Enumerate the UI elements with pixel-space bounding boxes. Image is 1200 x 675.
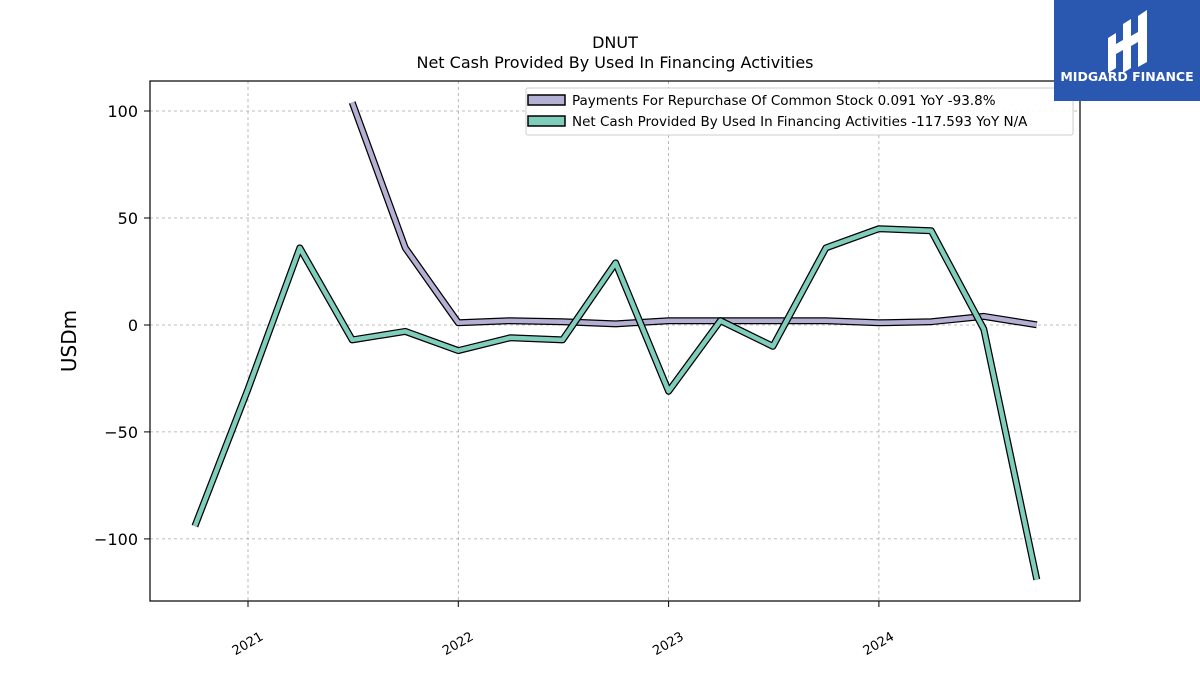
chart-subtitle: Net Cash Provided By Used In Financing A…: [416, 53, 813, 72]
legend: Payments For Repurchase Of Common Stock …: [525, 87, 1074, 136]
y-tick-label: −100: [94, 530, 138, 549]
legend-swatch-financing: [527, 115, 566, 127]
y-tick-label: 0: [128, 316, 138, 335]
legend-label-repurchase: Payments For Repurchase Of Common Stock …: [572, 93, 996, 109]
chart-title: DNUT: [592, 33, 638, 52]
series-layer: [191, 101, 1041, 581]
plot-frame: [149, 80, 1081, 602]
y-axis-label: USDm: [57, 310, 81, 372]
legend-swatch-repurchase: [527, 94, 566, 106]
logo-text: MIDGARD FINANCE: [1060, 69, 1193, 84]
legend-label-financing: Net Cash Provided By Used In Financing A…: [572, 114, 1028, 130]
y-tick-label: −50: [104, 423, 138, 442]
legend-box: [525, 87, 1074, 136]
series-line-financing: [192, 226, 1040, 581]
logo-mark-icon: [1108, 10, 1147, 73]
y-tick-label: 50: [118, 209, 138, 228]
y-tick-label: 100: [107, 102, 138, 121]
midgard-logo: MIDGARD FINANCE: [1054, 0, 1200, 101]
series-line-repurchase: [350, 101, 1038, 328]
